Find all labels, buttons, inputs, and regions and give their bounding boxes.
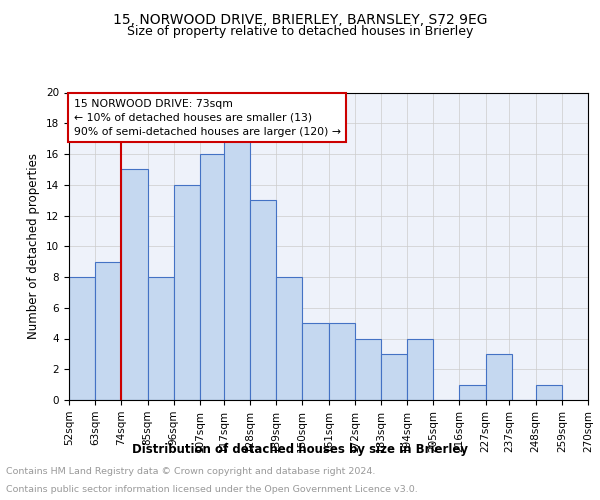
Bar — [460, 384, 485, 400]
Bar — [355, 338, 381, 400]
Bar — [148, 277, 174, 400]
Bar — [121, 170, 148, 400]
Text: Contains public sector information licensed under the Open Government Licence v3: Contains public sector information licen… — [6, 485, 418, 494]
Bar — [329, 323, 355, 400]
Bar — [302, 323, 329, 400]
Bar — [276, 277, 302, 400]
Bar — [200, 154, 226, 400]
Bar — [381, 354, 407, 400]
Bar — [250, 200, 276, 400]
Bar — [95, 262, 121, 400]
Bar — [407, 338, 433, 400]
Bar — [224, 138, 250, 400]
Bar — [485, 354, 512, 400]
Text: Distribution of detached houses by size in Brierley: Distribution of detached houses by size … — [132, 442, 468, 456]
Text: 15, NORWOOD DRIVE, BRIERLEY, BARNSLEY, S72 9EG: 15, NORWOOD DRIVE, BRIERLEY, BARNSLEY, S… — [113, 12, 487, 26]
Bar — [69, 277, 95, 400]
Bar — [174, 184, 200, 400]
Text: Size of property relative to detached houses in Brierley: Size of property relative to detached ho… — [127, 25, 473, 38]
Text: 15 NORWOOD DRIVE: 73sqm
← 10% of detached houses are smaller (13)
90% of semi-de: 15 NORWOOD DRIVE: 73sqm ← 10% of detache… — [74, 98, 341, 136]
Y-axis label: Number of detached properties: Number of detached properties — [28, 153, 40, 339]
Text: Contains HM Land Registry data © Crown copyright and database right 2024.: Contains HM Land Registry data © Crown c… — [6, 467, 376, 476]
Bar — [536, 384, 562, 400]
